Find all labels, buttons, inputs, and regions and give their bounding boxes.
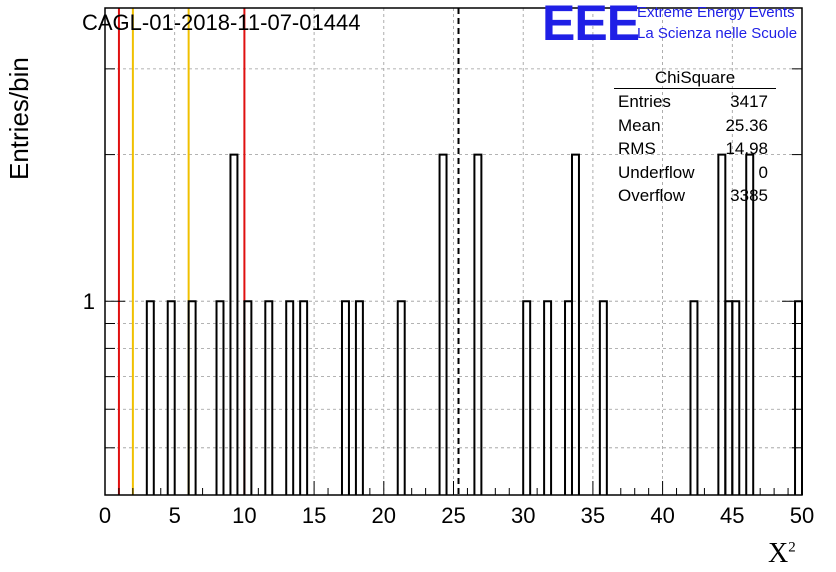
histogram-bin	[564, 300, 573, 495]
x-tick-label: 5	[169, 503, 181, 528]
stats-label: RMS	[618, 139, 656, 158]
stats-value: 25.36	[725, 115, 768, 135]
eee-logo-mark: EEE	[542, 0, 640, 51]
x-tick-label: 40	[650, 503, 674, 528]
stats-value: 3417	[730, 92, 768, 111]
logo-line-1: Extreme Energy Events	[637, 4, 795, 21]
stats-row-rms: RMS 14.98	[614, 137, 776, 161]
stats-label: Overflow	[618, 186, 686, 205]
histogram-bin	[473, 153, 483, 495]
stats-divider	[614, 88, 776, 89]
x-axis-title: X2	[768, 538, 796, 570]
x-axis-title-superscript: 2	[788, 539, 796, 556]
x-tick-label: 0	[99, 503, 111, 528]
histogram-bin	[543, 300, 553, 495]
histogram-bin	[285, 300, 295, 495]
logo-line-2: La Scienza nelle Scuole	[637, 25, 798, 42]
stats-box: ChiSquare Entries 3417 Mean 25.36 RMS 14.98…	[614, 68, 776, 208]
axis-tick-labels: 0 5 10 15 20 25 30 35 40 45 50 1	[83, 289, 814, 528]
histogram-bin	[299, 300, 309, 495]
stats-row-underflow: Underflow 0	[614, 161, 776, 185]
x-tick-label: 25	[441, 503, 465, 528]
y-axis-title: Entries/bin	[4, 57, 34, 180]
stats-title: ChiSquare	[654, 68, 736, 87]
x-tick-label: 35	[581, 503, 605, 528]
histogram-bin	[396, 300, 406, 495]
histogram-bin	[354, 300, 364, 495]
histogram-bin	[794, 300, 803, 495]
histogram-bin	[215, 300, 225, 495]
histogram-bin	[229, 153, 239, 495]
histogram-bin	[731, 300, 741, 495]
histogram-bin	[570, 153, 580, 495]
histogram-bin	[145, 300, 155, 495]
stats-row-overflow: Overflow 3385	[614, 184, 776, 208]
y-tick-label: 1	[83, 289, 95, 314]
histogram-bin	[166, 300, 176, 495]
stats-value: 14.98	[725, 139, 768, 158]
histogram-bin	[340, 300, 350, 495]
stats-row-entries: Entries 3417	[614, 90, 776, 114]
histogram-bin	[438, 153, 448, 495]
histogram-bin	[724, 300, 734, 495]
grid-lines	[105, 8, 802, 495]
histogram-bin	[187, 300, 197, 495]
stats-label: Underflow	[618, 162, 695, 182]
histogram-bin	[598, 300, 608, 495]
chart-title: CAGL-01-2018-11-07-01444	[82, 10, 361, 35]
x-tick-label: 20	[372, 503, 396, 528]
x-tick-label: 30	[511, 503, 535, 528]
x-tick-label: 15	[302, 503, 326, 528]
histogram-bin	[243, 300, 253, 495]
histogram-bin	[264, 300, 274, 495]
x-tick-label: 10	[232, 503, 256, 528]
histogram-bin	[522, 300, 532, 495]
x-tick-label: 45	[720, 503, 744, 528]
x-tick-label: 50	[790, 503, 814, 528]
axis-ticks	[104, 7, 803, 495]
histogram-bins	[145, 153, 803, 495]
stats-value: 3385	[730, 186, 768, 205]
histogram-bin	[689, 300, 699, 495]
x-axis-title-base: X	[768, 538, 789, 569]
stats-label: Mean	[618, 115, 661, 135]
stats-row-mean: Mean 25.36	[614, 114, 776, 138]
stats-label: Entries	[618, 92, 671, 111]
stats-value: 0	[758, 162, 768, 182]
histogram-bin	[745, 153, 755, 495]
reference-lines	[117, 8, 460, 495]
